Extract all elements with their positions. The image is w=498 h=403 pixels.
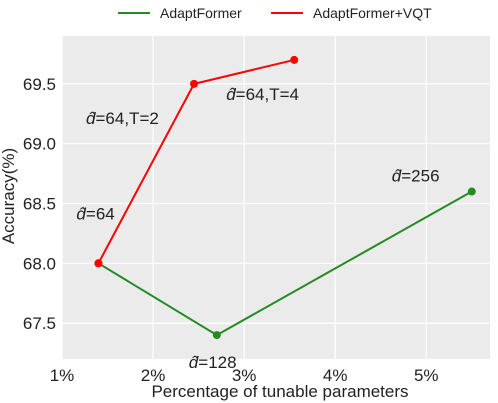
y-tick-label: 67.5: [23, 314, 56, 333]
annotation-symbol: d̂: [392, 167, 402, 186]
annotation-text: =64: [86, 204, 115, 223]
series-points: [94, 55, 476, 340]
x-tick-label: 5%: [414, 366, 439, 385]
grid: [61, 36, 490, 359]
y-tick-labels: 67.5 68.0 68.5 69.0 69.5: [23, 75, 56, 333]
annotation-text: =64,T=2: [96, 109, 159, 128]
x-axis-label: Percentage of tunable parameters: [151, 382, 408, 401]
data-point-s1-p2: [290, 55, 299, 64]
x-tick-label: 1%: [50, 366, 75, 385]
data-point-s0-p2: [467, 187, 476, 196]
x-tick-label: 3%: [232, 366, 257, 385]
annotation-text: =128: [198, 353, 236, 372]
y-tick-label: 68.5: [23, 194, 56, 213]
annotation-symbol: d̂: [226, 85, 236, 104]
legend: AdaptFormer AdaptFormer+VQT: [118, 5, 432, 21]
y-tick-label: 69.5: [23, 75, 56, 94]
x-tick-label: 4%: [323, 366, 348, 385]
y-axis-label: Accuracy(%): [0, 148, 18, 244]
point-annotation: d̂=256: [392, 167, 440, 186]
annotation-symbol: d̂: [189, 353, 199, 372]
legend-entry: AdaptFormer: [160, 5, 242, 21]
legend-entry: AdaptFormer+VQT: [313, 5, 432, 21]
annotation-symbol: d̂: [76, 204, 86, 223]
point-annotation: d̂=64,T=2: [86, 109, 159, 128]
data-point-s1-p0: [94, 259, 103, 268]
point-annotation: d̂=128: [189, 353, 237, 372]
point-annotation: d̂=64: [76, 204, 114, 223]
annotation-text: =256: [401, 167, 439, 186]
data-point-s0-p1: [212, 331, 221, 340]
y-tick-label: 69.0: [23, 135, 56, 154]
x-tick-labels: 1% 2% 3% 4% 5%: [50, 366, 439, 385]
data-point-s1-p1: [190, 79, 199, 88]
annotation-text: =64,T=4: [236, 85, 299, 104]
x-tick-label: 2%: [141, 366, 166, 385]
point-annotation: d̂=64,T=4: [226, 85, 299, 104]
y-tick-label: 68.0: [23, 254, 56, 273]
annotation-symbol: d̂: [86, 109, 96, 128]
